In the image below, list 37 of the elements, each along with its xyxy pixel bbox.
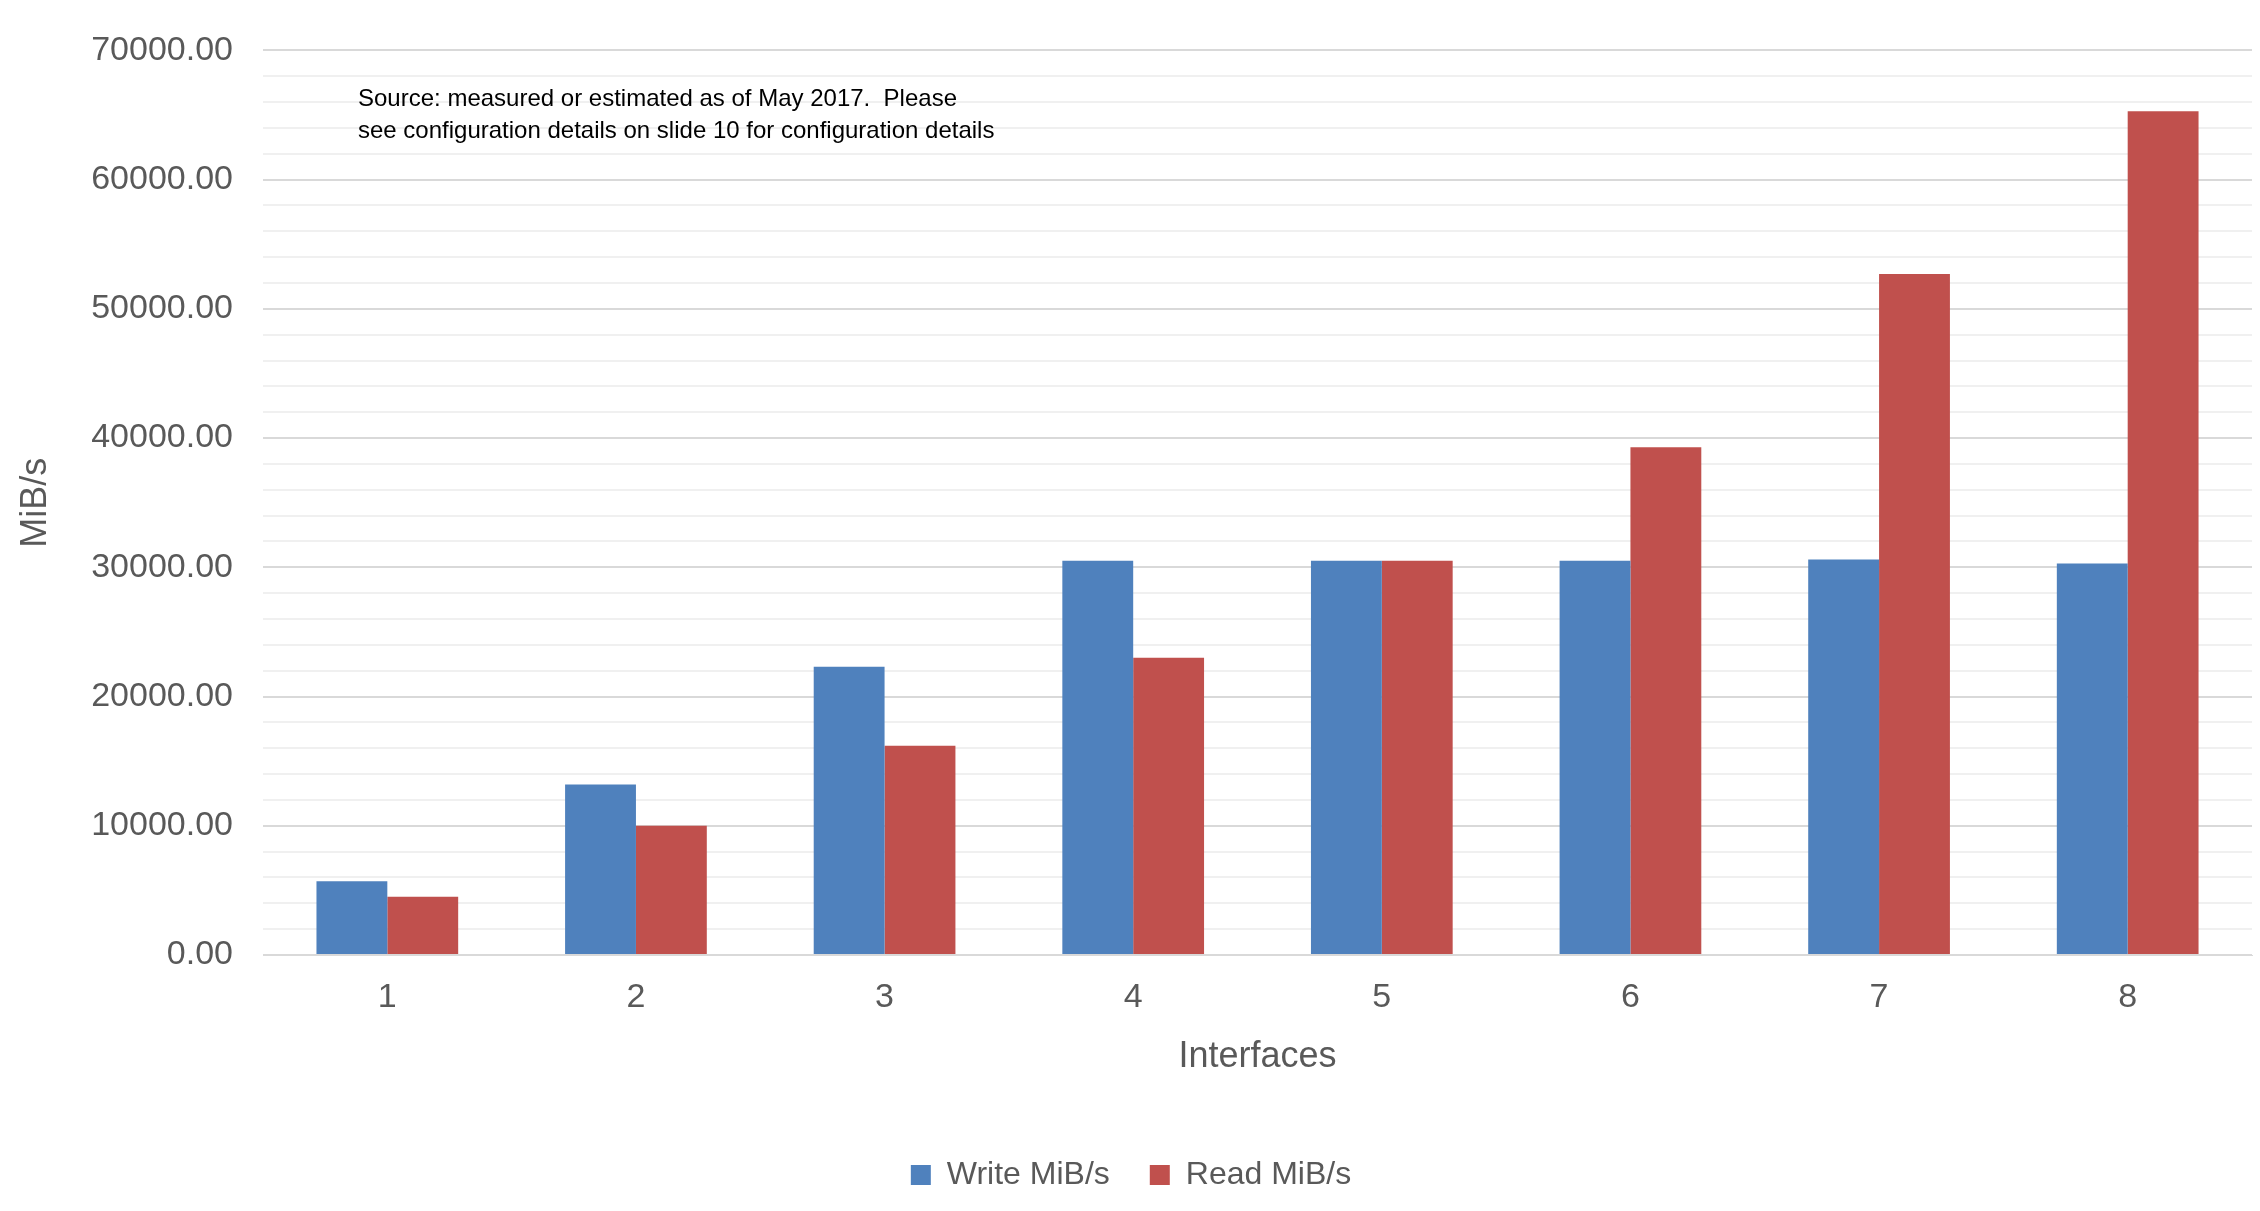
bar [1310, 560, 1382, 954]
bar [1133, 657, 1205, 954]
bar [1381, 560, 1453, 954]
bar [635, 825, 707, 954]
x-tick-label: 4 [1123, 975, 1143, 1014]
y-tick-label: 70000.00 [91, 28, 234, 67]
bar [1630, 447, 1702, 954]
x-tick-label: 1 [377, 975, 397, 1014]
bar [316, 881, 388, 954]
y-tick-label: 10000.00 [91, 804, 234, 843]
bar [1062, 560, 1134, 954]
bar [884, 745, 956, 954]
x-axis-title: Interfaces [1178, 1034, 1337, 1076]
y-tick-label: 30000.00 [91, 545, 234, 584]
x-tick-label: 5 [1372, 975, 1392, 1014]
y-tick-label: 0.00 [166, 933, 234, 972]
legend-label: Write MiB/s [946, 1154, 1110, 1191]
x-tick-label: 7 [1869, 975, 1889, 1014]
bar [565, 784, 636, 954]
x-tick-label: 3 [875, 975, 895, 1014]
x-tick-label: 6 [1620, 975, 1640, 1014]
x-tick-label: 8 [2118, 975, 2138, 1014]
annotation: Source: measured or estimated as of May 2017. Please see configuration details on slide 10 for configuration details [358, 84, 995, 144]
y-axis-title: MiB/s [12, 457, 54, 548]
bar [1808, 559, 1880, 954]
bar [1879, 273, 1950, 954]
y-tick-label: 50000.00 [91, 287, 234, 326]
y-tick-label: 20000.00 [91, 674, 234, 713]
bar [2127, 111, 2199, 954]
y-tick-label: 40000.00 [91, 416, 234, 455]
bar [2056, 563, 2128, 954]
bar [1559, 560, 1631, 954]
bar [387, 896, 459, 954]
legend-label: Read MiB/s [1185, 1154, 1352, 1191]
bar [813, 666, 885, 954]
x-tick-label: 2 [626, 975, 646, 1014]
y-tick-label: 60000.00 [91, 158, 234, 196]
